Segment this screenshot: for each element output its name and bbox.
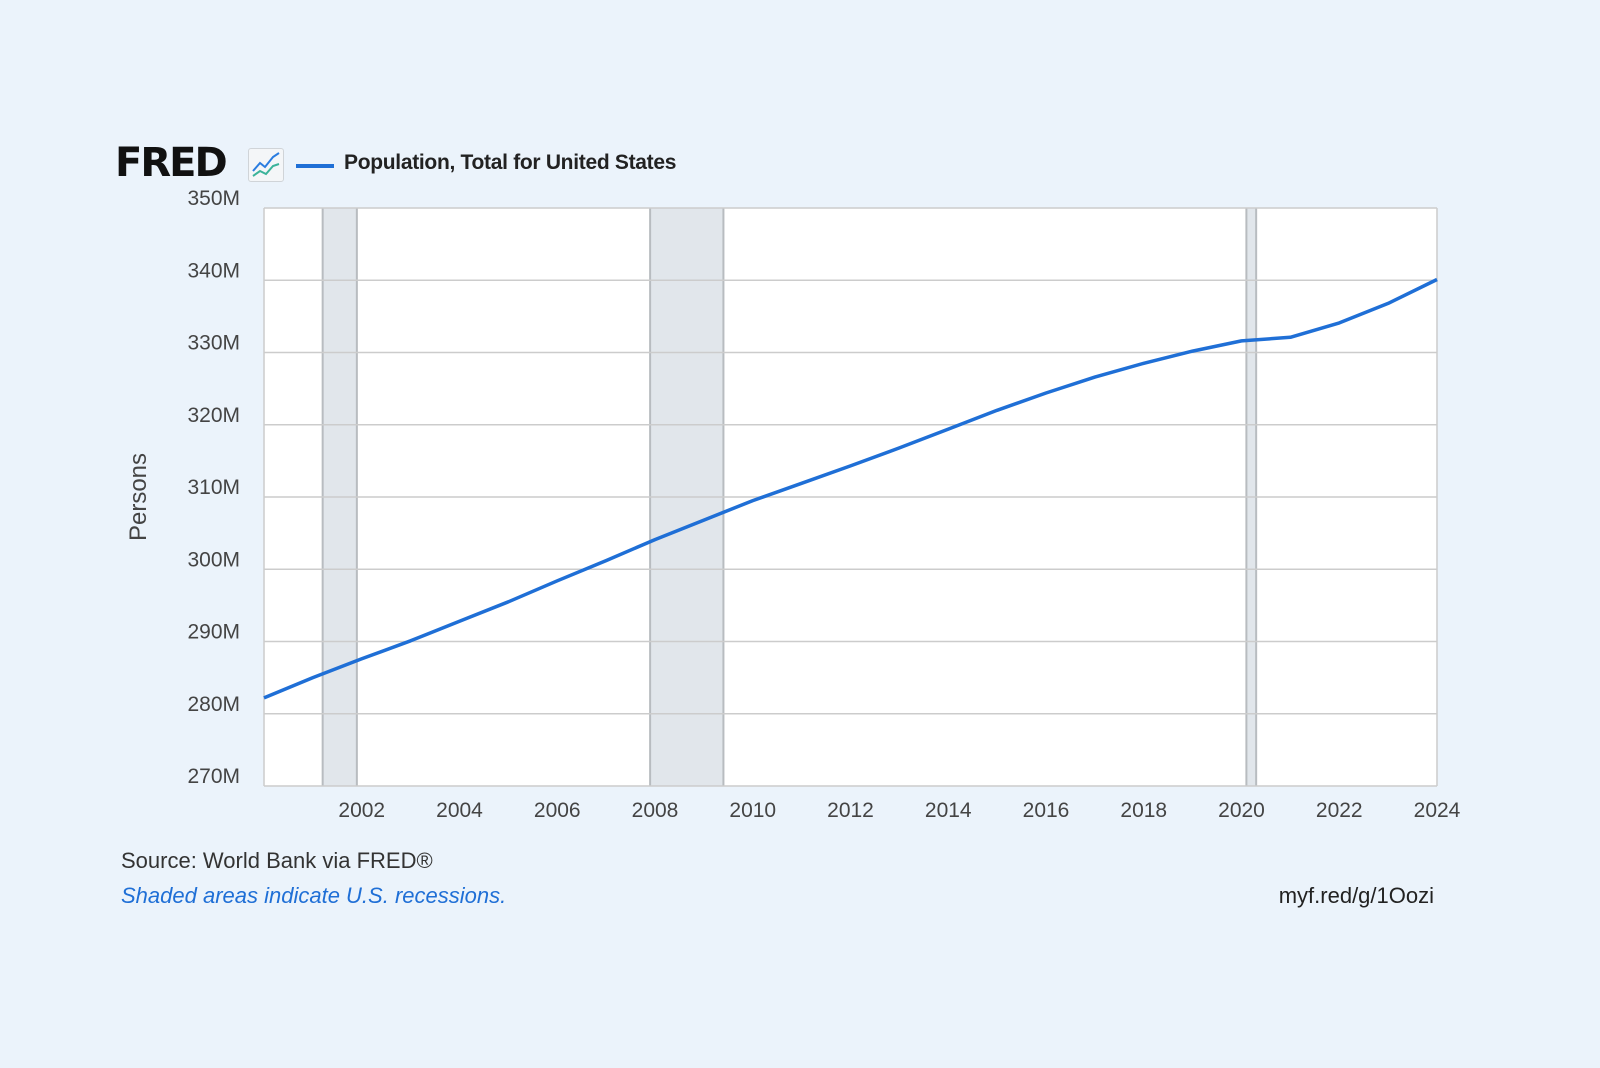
y-tick-label: 280M <box>187 693 240 716</box>
x-tick-label: 2020 <box>1218 799 1265 822</box>
source-text: Source: World Bank via FRED® <box>121 848 433 873</box>
series-line <box>263 277 1438 700</box>
legend-label: Population, Total for United States <box>344 151 677 174</box>
x-tick-label: 2012 <box>827 799 874 822</box>
x-tick-label: 2016 <box>1023 799 1070 822</box>
legend-swatch <box>296 164 334 168</box>
x-tick-label: 2024 <box>1414 799 1461 822</box>
x-tick-label: 2006 <box>534 799 581 822</box>
y-tick-label: 320M <box>187 404 240 427</box>
y-tick-label: 270M <box>187 765 240 788</box>
x-tick-label: 2010 <box>729 799 776 822</box>
x-tick-label: 2018 <box>1120 799 1167 822</box>
y-tick-label: 300M <box>187 548 240 571</box>
chart-icon[interactable] <box>248 148 284 182</box>
fred-logo[interactable]: FRED <box>115 140 228 186</box>
x-tick-label: 2008 <box>632 799 679 822</box>
y-tick-label: 290M <box>187 621 240 644</box>
x-tick-label: 2014 <box>925 799 972 822</box>
y-tick-label: 330M <box>187 332 240 355</box>
recession-note[interactable]: Shaded areas indicate U.S. recessions. <box>121 883 507 908</box>
x-tick-label: 2022 <box>1316 799 1363 822</box>
short-link[interactable]: myf.red/g/1Oozi <box>1278 883 1434 908</box>
y-axis-label: Persons <box>125 453 152 541</box>
y-tick-label: 350M <box>187 187 240 210</box>
x-tick-label: 2002 <box>338 799 385 822</box>
y-tick-label: 340M <box>187 259 240 282</box>
x-tick-label: 2004 <box>436 799 483 822</box>
y-tick-label: 310M <box>187 476 240 499</box>
